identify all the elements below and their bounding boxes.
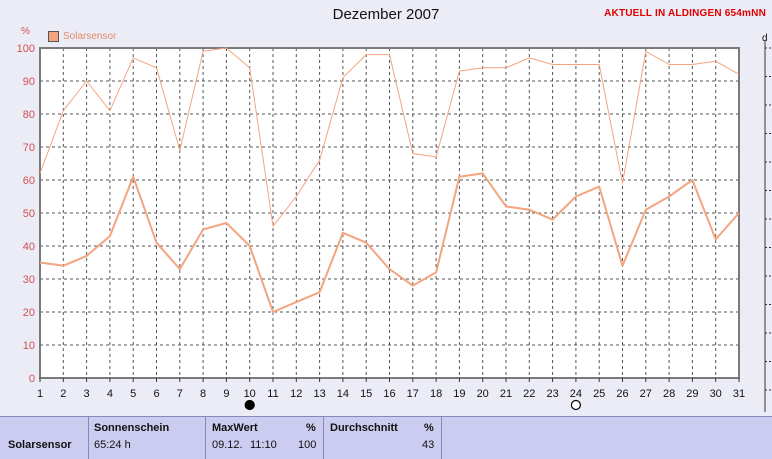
station-link[interactable]: AKTUELL IN ALDINGEN 654mNN [604,8,766,19]
sunshine-value: 65:24 h [94,439,131,451]
x-tick-label: 25 [593,388,605,400]
y-tick-label: 10 [23,340,35,352]
sunshine-header: Sonnenschein [94,422,170,434]
y-tick-label: 80 [23,109,35,121]
series-line-avg [39,172,740,313]
chart-title: Dezember 2007 [332,6,440,23]
x-tick-label: 7 [177,388,183,400]
max-time: 11:10 [250,439,277,451]
x-tick-label: 8 [200,388,206,400]
x-tick-label: 17 [407,388,419,400]
x-tick-label: 12 [290,388,302,400]
x-tick-label: 9 [223,388,229,400]
right-axis-unit: d [762,33,768,44]
x-tick-label: 6 [153,388,159,400]
x-tick-label: 2 [60,388,66,400]
x-tick-label: 21 [500,388,512,400]
x-tick-label: 4 [107,388,113,400]
x-tick-label: 16 [383,388,395,400]
y-tick-label: 30 [23,274,35,286]
x-tick-label: 20 [477,388,489,400]
row-label: Solarsensor [8,439,72,451]
x-tick-label: 19 [453,388,465,400]
x-tick-label: 5 [130,388,136,400]
legend: Solarsensor [48,31,116,42]
moon-new-icon [244,399,255,411]
x-tick-label: 11 [267,388,278,400]
x-tick-label: 31 [733,388,745,400]
y-tick-label: 60 [23,175,35,187]
x-tick-label: 10 [244,388,256,400]
x-tick-label: 29 [686,388,698,400]
y-tick-label: 90 [23,76,35,88]
series-line-max [39,47,740,227]
y-tick-label: 20 [23,307,35,319]
x-tick-label: 1 [37,388,43,400]
y-tick-label: 40 [23,241,35,253]
y-tick-label: 70 [23,142,35,154]
stats-table: Solarsensor Sonnenschein 65:24 h MaxWert… [0,416,772,459]
x-tick-label: 3 [84,388,90,400]
max-value: 100 [298,439,317,451]
moon-full-icon [570,399,582,411]
x-tick-label: 15 [360,388,372,400]
x-tick-label: 28 [663,388,675,400]
x-tick-label: 18 [430,388,442,400]
avg-unit: % [424,422,434,434]
y-tick-label: 50 [23,208,35,220]
avg-header: Durchschnitt [330,422,398,434]
avg-cell: Durchschnitt % 43 [323,417,442,459]
max-cell: MaxWert % 09.12. 11:10 100 [205,417,324,459]
x-tick-label: 23 [546,388,558,400]
x-tick-label: 14 [337,388,349,400]
x-tick-label: 26 [616,388,628,400]
x-tick-label: 27 [640,388,652,400]
max-date: 09.12. [212,439,243,451]
avg-value: 43 [422,439,435,451]
x-tick-label: 24 [570,388,582,400]
legend-label: Solarsensor [63,31,117,42]
sunshine-cell: Sonnenschein 65:24 h [88,417,206,459]
max-unit: % [306,422,316,434]
legend-swatch [48,31,59,42]
y-tick-label: 100 [17,43,35,55]
row-label-cell: Solarsensor [0,417,89,459]
y-tick-label: 0 [29,373,35,385]
x-tick-label: 13 [313,388,325,400]
max-header: MaxWert [212,422,258,434]
y-axis-unit: % [21,26,30,37]
x-tick-label: 22 [523,388,535,400]
x-tick-label: 30 [710,388,722,400]
